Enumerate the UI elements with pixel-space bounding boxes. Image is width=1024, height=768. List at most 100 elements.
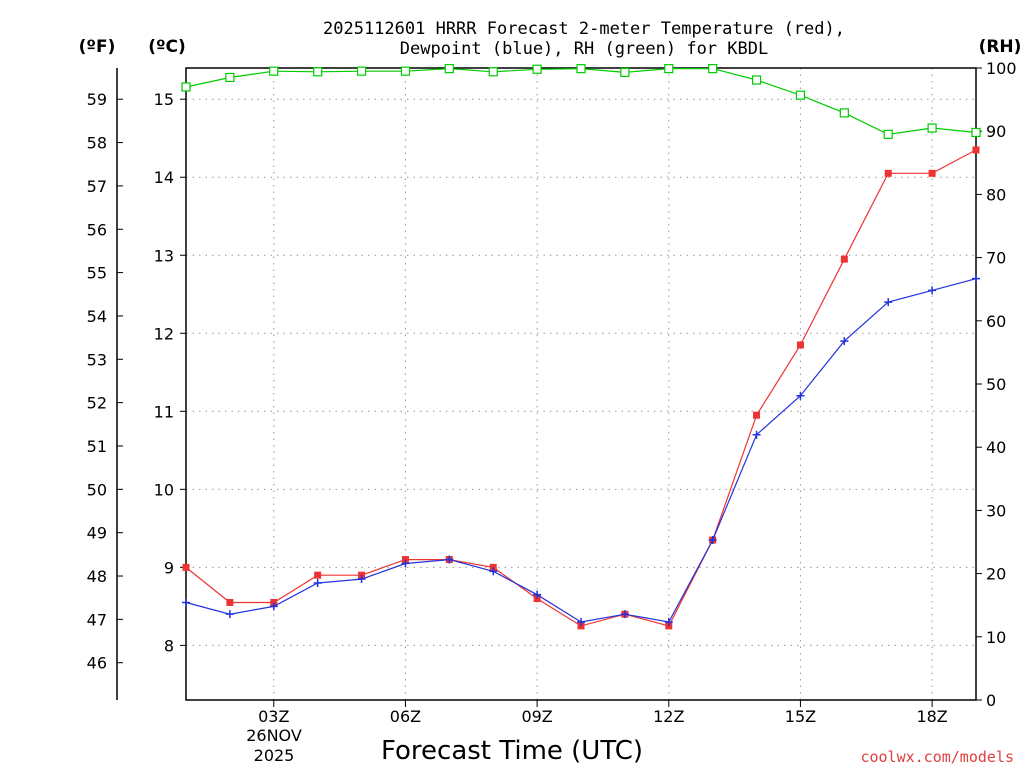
celsius-tick-label: 11 <box>154 402 174 421</box>
celsius-tick-label: 13 <box>154 246 174 265</box>
temperature-point <box>884 169 892 177</box>
temperature-point <box>226 598 234 606</box>
rh-point <box>971 127 981 138</box>
dewpoint-point <box>620 610 629 619</box>
dewpoint-point <box>182 598 190 607</box>
temperature-point <box>796 341 804 349</box>
rh-tick-label: 0 <box>986 691 996 710</box>
rh-point <box>181 82 191 92</box>
temperature-point <box>840 255 848 263</box>
dewpoint-point <box>928 286 937 295</box>
rh-tick-label: 30 <box>986 501 1006 520</box>
rh-point <box>356 66 367 76</box>
dewpoint-point <box>225 610 234 619</box>
celsius-tick-label: 15 <box>154 90 174 109</box>
celsius-unit-label: (ºC) <box>148 37 186 57</box>
fahrenheit-tick-label: 53 <box>87 350 107 369</box>
fahrenheit-tick-label: 59 <box>87 90 107 109</box>
rh-tick-label: 80 <box>986 185 1006 204</box>
rh-tick-label: 90 <box>986 122 1006 141</box>
x-tick-label: 18Z <box>916 707 947 726</box>
rh-point <box>927 123 937 133</box>
celsius-tick-label: 8 <box>164 636 174 655</box>
temperature-point <box>182 563 190 571</box>
temperature-point <box>928 169 936 177</box>
celsius-tick-label: 9 <box>164 558 174 577</box>
fahrenheit-tick-label: 51 <box>87 437 107 456</box>
x-tick-label: 15Z <box>785 707 816 726</box>
fahrenheit-tick-label: 50 <box>87 480 107 499</box>
axes: 03Z 06Z 09Z 12Z 15Z 18Z 8 9 10 11 12 13 14 15 46 47 48 49… <box>87 59 1017 726</box>
rh-point <box>795 90 806 100</box>
dewpoint-point <box>708 536 717 545</box>
rh-tick-label: 40 <box>986 438 1006 457</box>
dewpoint-point <box>577 617 585 626</box>
dewpoint-point <box>796 391 805 400</box>
x-tick-label: 09Z <box>521 707 552 726</box>
temperature-point <box>753 411 761 419</box>
rh-tick-label: 70 <box>986 249 1006 268</box>
rh-point <box>444 64 454 74</box>
watermark: coolwx.com/models <box>860 748 1014 766</box>
fahrenheit-tick-label: 48 <box>87 567 107 586</box>
dewpoint-point <box>840 337 849 346</box>
dewpoint-point <box>357 575 366 584</box>
x-tick-label: 03Z <box>258 707 289 726</box>
dewpoint-point <box>489 567 498 576</box>
dewpoint-line <box>185 278 977 623</box>
dewpoint-point <box>313 578 322 587</box>
rh-unit-label: (RH) <box>979 37 1022 57</box>
x-tick-label: 12Z <box>653 707 684 726</box>
chart-title-line2: Dewpoint (blue), RH (green) for KBDL <box>400 39 768 59</box>
celsius-tick-label: 10 <box>154 480 174 499</box>
fahrenheit-tick-label: 47 <box>87 610 107 629</box>
rh-tick-label: 100 <box>986 59 1017 78</box>
dewpoint-point <box>972 274 980 283</box>
rh-point <box>751 75 762 85</box>
rh-point <box>576 64 586 74</box>
fahrenheit-tick-label: 49 <box>87 524 107 543</box>
dewpoint-point <box>752 430 761 439</box>
x-tick-label: 06Z <box>390 707 421 726</box>
rh-point <box>488 67 498 77</box>
rh-line <box>185 67 977 136</box>
celsius-tick-label: 14 <box>154 168 174 187</box>
celsius-tick-label: 12 <box>154 324 174 343</box>
rh-point <box>620 67 630 78</box>
fahrenheit-unit-label: (ºF) <box>79 37 116 57</box>
rh-point <box>708 64 718 74</box>
date-label-line1: 26NOV <box>246 726 302 745</box>
fahrenheit-tick-label: 55 <box>87 264 107 283</box>
dewpoint-point <box>401 559 410 568</box>
grid-lines <box>186 68 976 700</box>
rh-point <box>664 64 674 74</box>
rh-point <box>269 66 279 76</box>
rh-point <box>313 67 323 77</box>
rh-tick-label: 20 <box>986 565 1006 584</box>
rh-point <box>400 66 411 76</box>
dewpoint-point <box>533 590 542 599</box>
dewpoint-point <box>664 617 673 626</box>
rh-point <box>532 64 542 74</box>
fahrenheit-tick-label: 58 <box>87 134 107 153</box>
rh-tick-label: 10 <box>986 628 1006 647</box>
temperature-point <box>314 571 322 579</box>
date-label-line2: 2025 <box>254 746 295 765</box>
rh-tick-label: 60 <box>986 312 1006 331</box>
fahrenheit-tick-label: 54 <box>87 307 107 326</box>
rh-point <box>225 72 235 83</box>
x-axis-title: Forecast Time (UTC) <box>381 736 643 766</box>
series-layer <box>181 64 981 630</box>
rh-point <box>883 129 893 139</box>
dewpoint-point <box>269 602 278 611</box>
dewpoint-point <box>445 555 454 564</box>
fahrenheit-tick-label: 52 <box>87 394 107 413</box>
chart-title-line1: 2025112601 HRRR Forecast 2-meter Tempera… <box>323 19 845 39</box>
temperature-line <box>185 149 977 627</box>
fahrenheit-tick-label: 57 <box>87 177 107 196</box>
fahrenheit-tick-label: 56 <box>87 220 107 239</box>
temperature-point <box>972 146 980 154</box>
dewpoint-point <box>884 298 893 307</box>
rh-point <box>839 108 849 118</box>
